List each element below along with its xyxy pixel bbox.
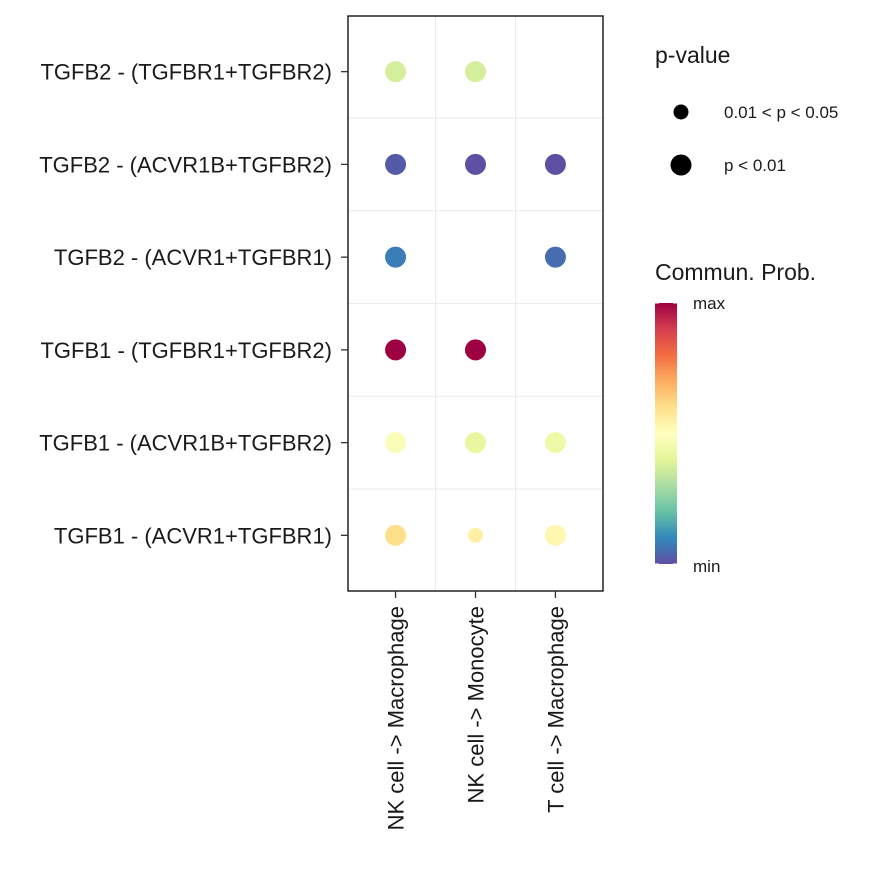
data-point — [544, 524, 566, 546]
data-point — [468, 527, 483, 543]
data-point — [465, 432, 486, 454]
data-point — [544, 432, 566, 454]
data-point — [465, 339, 486, 361]
data-points — [385, 61, 566, 546]
data-point — [465, 153, 486, 175]
colorbar-min-label: min — [693, 557, 720, 576]
grid-lines — [348, 16, 603, 591]
color-legend-title: Commun. Prob. — [655, 259, 816, 285]
data-point — [544, 153, 566, 175]
colorbar — [655, 303, 677, 564]
data-point — [385, 153, 407, 175]
size-legend-title: p-value — [655, 42, 730, 68]
y-tick-label: TGFB2 - (TGFBR1+TGFBR2) — [40, 60, 332, 85]
size-legend-label-large: p < 0.01 — [724, 156, 786, 175]
y-tick-label: TGFB1 - (TGFBR1+TGFBR2) — [40, 338, 332, 363]
size-legend-key-large — [670, 154, 692, 176]
data-point — [385, 61, 407, 83]
x-tick-label: T cell -> Macrophage — [543, 606, 568, 813]
y-tick-label: TGFB1 - (ACVR1+TGFBR1) — [54, 523, 332, 548]
size-legend-label-small: 0.01 < p < 0.05 — [724, 103, 838, 122]
x-tick-label: NK cell -> Macrophage — [384, 606, 409, 830]
y-axis: TGFB2 - (TGFBR1+TGFBR2) TGFB2 - (ACVR1B+T… — [39, 60, 348, 548]
data-point — [544, 246, 566, 268]
legends: p-value 0.01 < p < 0.05 p < 0.01 Commun.… — [655, 42, 838, 576]
colorbar-max-label: max — [693, 294, 726, 313]
data-point — [385, 339, 407, 361]
size-legend-key-small — [673, 104, 689, 120]
y-tick-label: TGFB2 - (ACVR1+TGFBR1) — [54, 245, 332, 270]
data-point — [385, 246, 407, 268]
data-point — [465, 61, 486, 83]
data-point — [385, 524, 407, 546]
data-point — [385, 432, 407, 454]
x-axis: NK cell -> Macrophage NK cell -> Monocyte… — [384, 591, 568, 830]
y-tick-label: TGFB2 - (ACVR1B+TGFBR2) — [39, 152, 332, 177]
x-tick-label: NK cell -> Monocyte — [464, 606, 489, 803]
y-tick-label: TGFB1 - (ACVR1B+TGFBR2) — [39, 431, 332, 456]
